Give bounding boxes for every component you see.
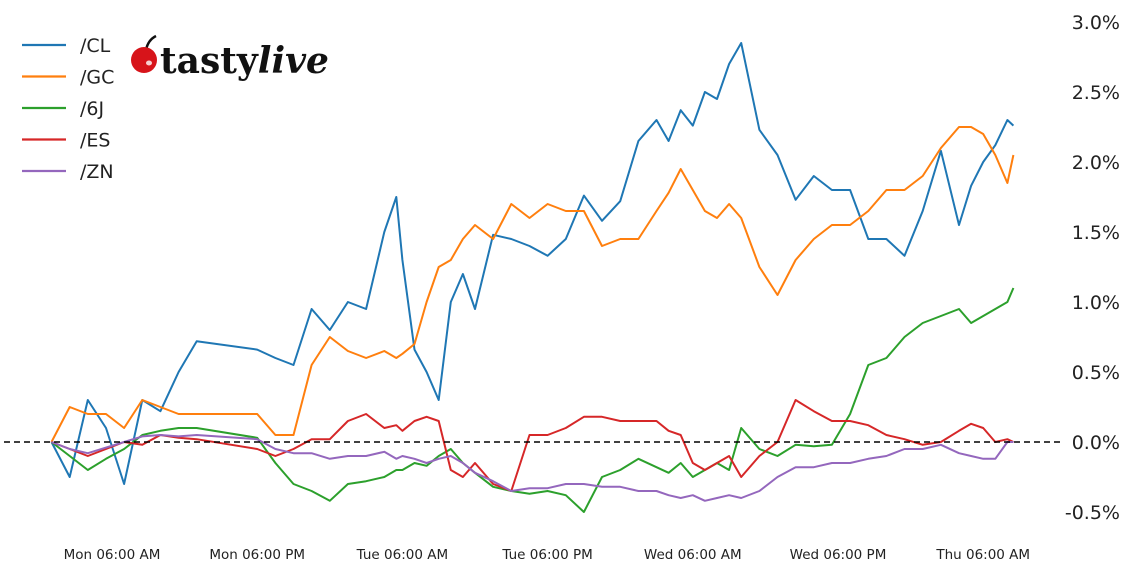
y-tick-label: 2.0% xyxy=(1072,152,1120,174)
logo-text: tastylive xyxy=(160,40,329,82)
legend-item: /6J xyxy=(22,98,104,120)
legend-label: /GC xyxy=(80,67,114,89)
legend-label: /ES xyxy=(80,130,110,152)
series-line-gc xyxy=(50,126,1015,443)
y-tick-label: 2.5% xyxy=(1072,82,1120,104)
x-tick-label: Thu 06:00 AM xyxy=(935,547,1030,563)
y-tick-label: 0.5% xyxy=(1072,362,1120,384)
y-tick-label: -0.5% xyxy=(1065,502,1120,524)
x-axis: Mon 06:00 AM Mon 06:00 PM Tue 06:00 AM Tue … xyxy=(64,547,1030,563)
legend-label: /6J xyxy=(80,98,104,120)
series-line-cl xyxy=(50,42,1015,485)
x-tick-label: Wed 06:00 PM xyxy=(790,547,887,563)
legend-label: /CL xyxy=(80,35,111,57)
legend-label: /ZN xyxy=(80,161,114,183)
x-tick-label: Wed 06:00 AM xyxy=(644,547,742,563)
legend: /CL/GC/6J/ES/ZN xyxy=(22,35,114,183)
series-line-zn xyxy=(51,434,1014,502)
series-line-es xyxy=(51,399,1014,492)
cherry-icon xyxy=(131,34,157,73)
y-tick-label: 1.0% xyxy=(1072,292,1120,314)
series-line-6j xyxy=(50,287,1015,513)
y-axis: 3.0% 2.5% 2.0% 1.5% 1.0% 0.5% 0.0% -0.5% xyxy=(1065,12,1120,524)
legend-item: /GC xyxy=(22,67,114,89)
legend-item: /CL xyxy=(22,35,111,57)
series-lines xyxy=(50,42,1015,513)
legend-item: /ES xyxy=(22,130,110,152)
x-tick-label: Tue 06:00 AM xyxy=(356,547,448,563)
y-tick-label: 1.5% xyxy=(1072,222,1120,244)
x-tick-label: Mon 06:00 PM xyxy=(209,547,305,563)
y-tick-label: 0.0% xyxy=(1072,432,1120,454)
x-tick-label: Mon 06:00 AM xyxy=(64,547,161,563)
tastylive-logo: tastylive xyxy=(131,34,329,82)
x-tick-label: Tue 06:00 PM xyxy=(501,547,592,563)
legend-item: /ZN xyxy=(22,161,114,183)
y-tick-label: 3.0% xyxy=(1072,12,1120,34)
